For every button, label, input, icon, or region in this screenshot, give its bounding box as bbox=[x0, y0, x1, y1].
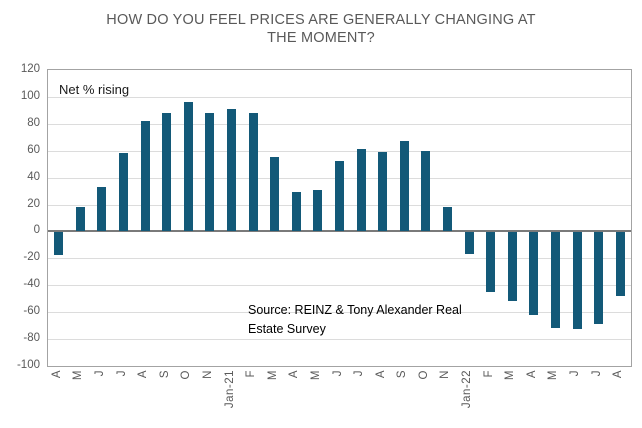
y-tick-label: -100 bbox=[16, 359, 40, 371]
gridline bbox=[48, 258, 631, 260]
x-tick-label: A bbox=[288, 370, 301, 379]
bar-J-13 bbox=[335, 161, 344, 232]
bar-F-20 bbox=[486, 232, 496, 292]
bar-A-26 bbox=[615, 232, 625, 296]
x-tick-label: N bbox=[439, 370, 452, 379]
x-tick-label: A bbox=[612, 370, 625, 379]
x-tick-label: M bbox=[266, 370, 279, 381]
x-tick-label: A bbox=[50, 370, 63, 379]
y-tick-label: 80 bbox=[27, 116, 40, 129]
x-tick-label: A bbox=[137, 370, 150, 379]
bar-J-3 bbox=[119, 153, 129, 232]
bar-Jan-22-19 bbox=[464, 232, 474, 254]
y-tick-label: 100 bbox=[20, 89, 40, 102]
x-tick-label: J bbox=[115, 370, 128, 377]
y-tick-label: 120 bbox=[20, 63, 40, 75]
y-tick-label: 40 bbox=[27, 170, 40, 183]
bar-M-12 bbox=[313, 189, 323, 232]
source-line1: Source: REINZ & Tony Alexander Real bbox=[248, 303, 462, 317]
bar-N-7 bbox=[205, 113, 215, 232]
bar-M-1 bbox=[75, 207, 85, 232]
x-tick-label: M bbox=[72, 370, 85, 381]
y-tick-label: -60 bbox=[23, 305, 40, 318]
y-tick-label: -20 bbox=[23, 251, 40, 264]
gridline bbox=[48, 339, 631, 341]
bar-A-15 bbox=[378, 152, 388, 232]
x-tick-label: J bbox=[353, 370, 366, 377]
bar-J-24 bbox=[572, 232, 582, 330]
y-tick-label: 0 bbox=[33, 224, 40, 237]
x-tick-label: J bbox=[590, 370, 603, 377]
x-tick-label: N bbox=[201, 370, 214, 379]
bar-M-21 bbox=[507, 232, 517, 302]
bar-Jan-21-8 bbox=[227, 109, 237, 232]
source-note: Source: REINZ & Tony Alexander Real Esta… bbox=[248, 301, 462, 338]
chart-title: HOW DO YOU FEEL PRICES ARE GENERALLY CHA… bbox=[0, 11, 642, 47]
x-tick-label: M bbox=[309, 370, 322, 381]
y-tick-label: 20 bbox=[27, 197, 40, 210]
bar-J-25 bbox=[594, 232, 604, 324]
y-axis-labels: 120 100 80 60 40 20 0 -20 -40 -60 -80 -100 bbox=[0, 63, 40, 371]
x-tick-label: F bbox=[482, 370, 495, 378]
bar-A-0 bbox=[54, 232, 64, 256]
gridline bbox=[48, 285, 631, 287]
bar-A-22 bbox=[529, 232, 539, 315]
x-axis-zero-line bbox=[48, 230, 631, 233]
bar-A-11 bbox=[291, 192, 301, 232]
x-tick-label: S bbox=[396, 370, 409, 379]
x-tick-label: Jan-22 bbox=[461, 370, 474, 409]
bar-F-9 bbox=[248, 113, 258, 232]
x-tick-label: O bbox=[180, 370, 193, 380]
series-label: Net % rising bbox=[59, 82, 130, 97]
bar-M-10 bbox=[270, 157, 280, 232]
chart-title-line1: HOW DO YOU FEEL PRICES ARE GENERALLY CHA… bbox=[106, 12, 536, 28]
y-tick-label: 60 bbox=[27, 143, 40, 156]
x-tick-label: M bbox=[504, 370, 517, 381]
x-tick-label: O bbox=[417, 370, 430, 380]
bar-O-6 bbox=[183, 102, 193, 232]
chart-title-line2: THE MOMENT? bbox=[267, 30, 375, 46]
bar-O-17 bbox=[421, 150, 431, 232]
bar-A-4 bbox=[140, 121, 150, 232]
bar-M-23 bbox=[550, 232, 560, 328]
bar-N-18 bbox=[442, 207, 452, 232]
y-tick-label: -40 bbox=[23, 278, 40, 291]
bar-J-14 bbox=[356, 149, 366, 232]
gridline bbox=[48, 96, 631, 98]
bar-S-16 bbox=[399, 141, 409, 232]
x-tick-label: M bbox=[547, 370, 560, 381]
gridline bbox=[48, 123, 631, 125]
gridline bbox=[48, 312, 631, 314]
bar-S-5 bbox=[162, 113, 172, 232]
x-tick-label: J bbox=[93, 370, 106, 377]
x-tick-label: A bbox=[374, 370, 387, 379]
gridline bbox=[48, 150, 631, 152]
y-tick-label: -80 bbox=[23, 332, 40, 345]
x-tick-label: A bbox=[525, 370, 538, 379]
x-tick-label: S bbox=[158, 370, 171, 379]
x-tick-label: Jan-21 bbox=[223, 370, 236, 409]
bar-J-2 bbox=[97, 187, 107, 232]
x-tick-label: J bbox=[569, 370, 582, 377]
source-line2: Estate Survey bbox=[248, 321, 326, 336]
x-tick-label: J bbox=[331, 370, 344, 377]
x-tick-label: F bbox=[245, 370, 258, 378]
plot-area: Net % rising bbox=[47, 69, 632, 367]
